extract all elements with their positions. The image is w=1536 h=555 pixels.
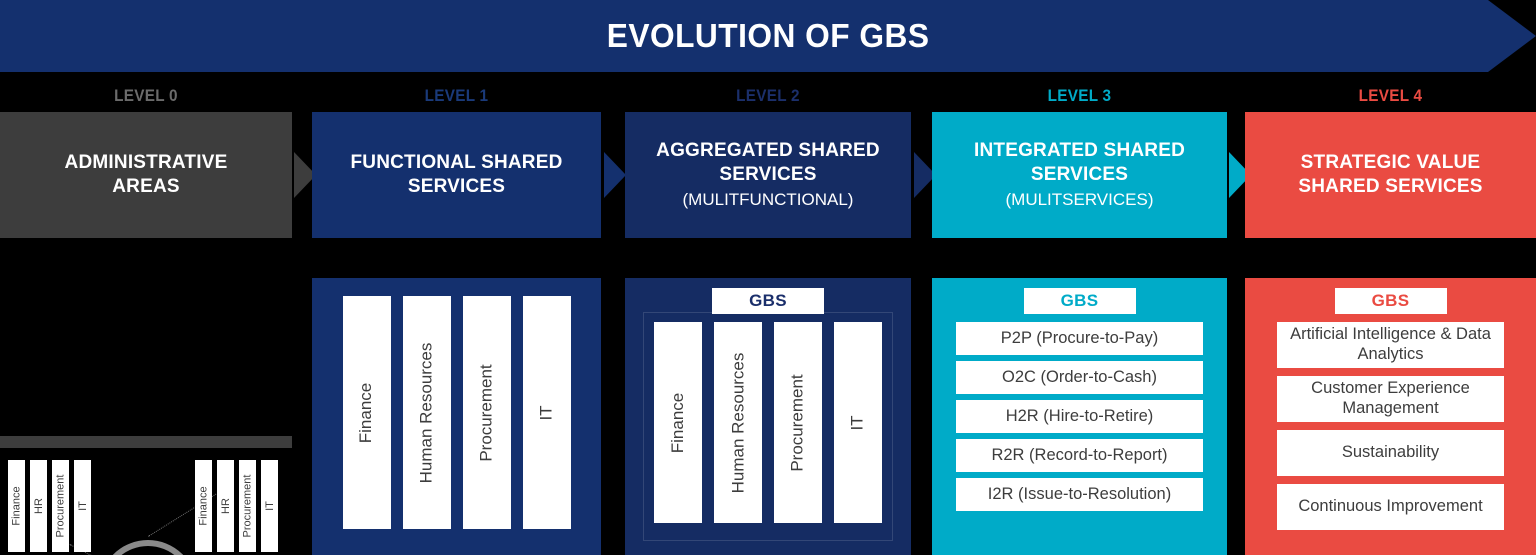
service-bar-label: Finance bbox=[356, 382, 376, 443]
capability-box[interactable]: Artificial Intelligence & Data Analytics bbox=[1277, 322, 1504, 368]
capability-box-label: Customer Experience Management bbox=[1311, 379, 1470, 417]
process-box-list: P2P (Procure-to-Pay) O2C (Order-to-Cash)… bbox=[956, 322, 1203, 511]
process-box-label: O2C (Order-to-Cash) bbox=[1002, 367, 1157, 386]
service-bar-label: IT bbox=[536, 404, 556, 421]
level-label-4: LEVEL 4 bbox=[1358, 86, 1423, 105]
process-box-label: H2R (Hire-to-Retire) bbox=[1005, 406, 1154, 425]
level-label-3: LEVEL 3 bbox=[1047, 86, 1112, 105]
admin-bar: IT bbox=[74, 460, 91, 552]
globe-icon bbox=[112, 540, 184, 555]
level-label-2: LEVEL 2 bbox=[736, 86, 800, 105]
admin-bar: HR bbox=[217, 460, 234, 552]
level-title-1-line2: SERVICES bbox=[407, 176, 506, 197]
level-title-1-line1: FUNCTIONAL SHARED bbox=[350, 152, 563, 174]
gbs-frame-2 bbox=[643, 312, 893, 541]
admin-bar-label: Finance bbox=[197, 486, 210, 526]
level-body-0: Finance HR Procurement IT Finance HR Pro… bbox=[0, 436, 292, 555]
admin-bar-label: IT bbox=[76, 501, 89, 511]
level-body-1: Finance Human Resources Procurement IT bbox=[312, 278, 601, 555]
level-title-0-line1: ADMINISTRATIVE bbox=[64, 152, 228, 174]
process-box[interactable]: I2R (Issue-to-Resolution) bbox=[956, 478, 1203, 511]
level-title-3-line2: SERVICES bbox=[1030, 163, 1129, 185]
level-column-0[interactable]: LEVEL 0 ADMINISTRATIVE AREAS bbox=[0, 80, 292, 555]
level-title-2-sub: (MULITFUNCTIONAL) bbox=[682, 189, 854, 209]
level-label-1: LEVEL 1 bbox=[424, 86, 489, 105]
service-bars: Finance Human Resources Procurement IT bbox=[326, 296, 587, 529]
process-box[interactable]: O2C (Order-to-Cash) bbox=[956, 361, 1203, 394]
admin-bar: Procurement bbox=[239, 460, 256, 552]
process-box-label: P2P (Procure-to-Pay) bbox=[1000, 328, 1159, 347]
admin-bar-label: HR bbox=[219, 498, 232, 514]
page-title: EVOLUTION OF GBS bbox=[606, 17, 930, 54]
level-title-4: STRATEGIC VALUE SHARED SERVICES bbox=[1245, 112, 1536, 238]
admin-bar-label: HR bbox=[32, 498, 45, 514]
capability-box-label: Continuous Improvement bbox=[1298, 497, 1483, 516]
service-bar-label: Procurement bbox=[788, 373, 808, 472]
service-bar: Procurement bbox=[462, 296, 511, 529]
service-bar: Human Resources bbox=[402, 296, 451, 529]
admin-bar-group-2: Finance HR Procurement IT bbox=[195, 460, 278, 552]
level-title-3-line1: INTEGRATED SHARED bbox=[974, 140, 1185, 162]
admin-bar-label: IT bbox=[263, 501, 276, 511]
level-title-0: ADMINISTRATIVE AREAS bbox=[0, 112, 292, 238]
level-title-3: INTEGRATED SHARED SERVICES (MULITSERVICE… bbox=[932, 112, 1227, 238]
capability-box-label: Artificial Intelligence & Data Analytics bbox=[1290, 325, 1491, 363]
level-title-1: FUNCTIONAL SHARED SERVICES bbox=[312, 112, 601, 238]
gbs-chip-2: GBS bbox=[712, 288, 824, 314]
service-bar: Finance bbox=[654, 322, 702, 523]
capability-box[interactable]: Sustainability bbox=[1277, 430, 1504, 476]
service-bar: IT bbox=[522, 296, 571, 529]
process-box[interactable]: H2R (Hire-to-Retire) bbox=[956, 400, 1203, 433]
service-bar-label: Procurement bbox=[476, 363, 496, 462]
process-box[interactable]: R2R (Record-to-Report) bbox=[956, 439, 1203, 472]
admin-bar-label: Procurement bbox=[241, 474, 254, 538]
service-bar: IT bbox=[834, 322, 882, 523]
service-bar-label: IT bbox=[847, 414, 867, 431]
service-bars: Finance Human Resources Procurement IT bbox=[639, 322, 897, 523]
level-column-2[interactable]: LEVEL 2 AGGREGATED SHARED SERVICES (MULI… bbox=[625, 80, 911, 555]
gbs-chip-4: GBS bbox=[1334, 288, 1447, 314]
level-title-4-line1: STRATEGIC VALUE bbox=[1300, 152, 1481, 174]
admin-bar: IT bbox=[261, 460, 278, 552]
service-bar: Procurement bbox=[774, 322, 822, 523]
service-bar: Finance bbox=[342, 296, 391, 529]
level-column-1[interactable]: LEVEL 1 FUNCTIONAL SHARED SERVICES Finan… bbox=[312, 80, 601, 555]
process-box-label: R2R (Record-to-Report) bbox=[991, 445, 1168, 464]
level-title-2-line2: SERVICES bbox=[719, 163, 817, 185]
capability-box[interactable]: Continuous Improvement bbox=[1277, 484, 1504, 530]
level-body-3: GBS P2P (Procure-to-Pay) O2C (Order-to-C… bbox=[932, 278, 1227, 555]
process-box[interactable]: P2P (Procure-to-Pay) bbox=[956, 322, 1203, 355]
level-title-3-sub: (MULITSERVICES) bbox=[1005, 189, 1154, 209]
process-box-label: I2R (Issue-to-Resolution) bbox=[987, 484, 1172, 503]
level-label-0: LEVEL 0 bbox=[114, 86, 178, 105]
level-title-2-line1: AGGREGATED SHARED bbox=[656, 140, 880, 162]
level-body-4: GBS Artificial Intelligence & Data Analy… bbox=[1245, 278, 1536, 555]
gbs-chip-3: GBS bbox=[1023, 288, 1136, 314]
admin-bar: Finance bbox=[195, 460, 212, 552]
admin-bar: Finance bbox=[8, 460, 25, 552]
admin-bar-group-1: Finance HR Procurement IT bbox=[8, 460, 91, 552]
level-column-4[interactable]: LEVEL 4 STRATEGIC VALUE SHARED SERVICES … bbox=[1245, 80, 1536, 555]
admin-bar-label: Finance bbox=[10, 486, 23, 526]
level-column-3[interactable]: LEVEL 3 INTEGRATED SHARED SERVICES (MULI… bbox=[932, 80, 1227, 555]
service-bar: Human Resources bbox=[714, 322, 762, 523]
service-bar-label: Human Resources bbox=[416, 342, 436, 483]
service-bar-label: Finance bbox=[668, 392, 688, 453]
header-banner: EVOLUTION OF GBS bbox=[0, 0, 1536, 72]
capability-box-list: Artificial Intelligence & Data Analytics… bbox=[1277, 322, 1504, 530]
level-title-2: AGGREGATED SHARED SERVICES (MULITFUNCTIO… bbox=[625, 112, 911, 238]
arrow-level1-to-level2 bbox=[604, 152, 626, 198]
level-body-2: GBS Finance Human Resources Procurement … bbox=[625, 278, 911, 555]
admin-bar: HR bbox=[30, 460, 47, 552]
level-title-4-line2: SHARED SERVICES bbox=[1298, 176, 1483, 197]
capability-box-label: Sustainability bbox=[1341, 443, 1440, 462]
level-title-0-line2: AREAS bbox=[112, 176, 180, 197]
service-bar-label: Human Resources bbox=[728, 352, 747, 493]
capability-box[interactable]: Customer Experience Management bbox=[1277, 376, 1504, 422]
admin-bar-label: Procurement bbox=[54, 474, 67, 538]
admin-bar: Procurement bbox=[52, 460, 69, 552]
